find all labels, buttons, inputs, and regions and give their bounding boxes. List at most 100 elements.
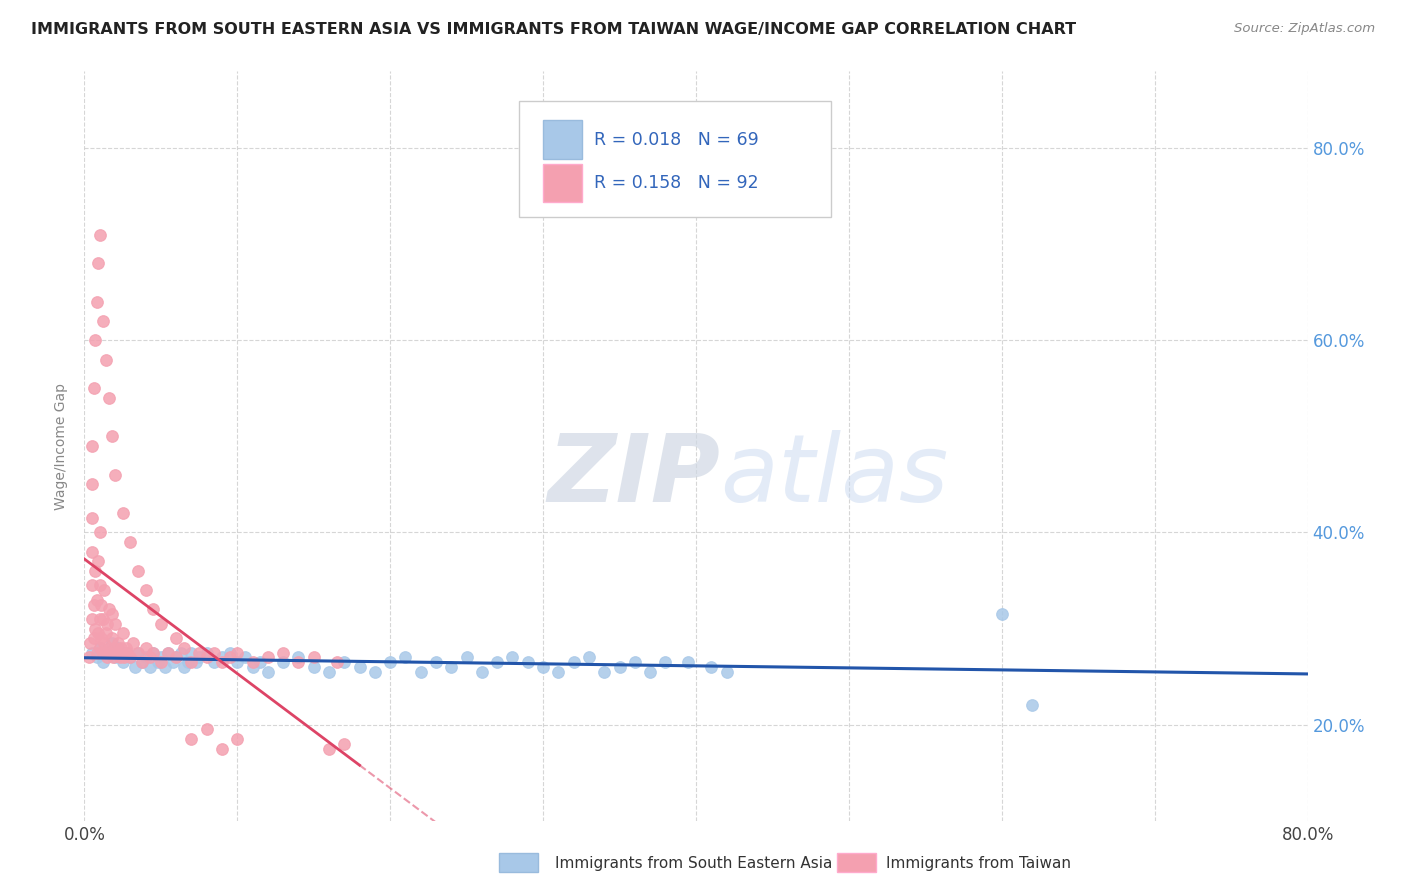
Point [96, 650, 118, 665]
Point [184, 655, 207, 669]
Point [165, 650, 187, 665]
Bar [837, 853, 876, 872]
Point [80, 646, 103, 660]
Point [91, 612, 114, 626]
Point [287, 650, 309, 665]
Text: Immigrants from South Eastern Asia: Immigrants from South Eastern Asia [555, 856, 832, 871]
Text: R = 0.158   N = 92: R = 0.158 N = 92 [595, 174, 759, 192]
Point [271, 655, 294, 669]
Point [302, 650, 325, 665]
Point [104, 616, 127, 631]
Point [89, 640, 111, 655]
Point [86, 592, 108, 607]
Point [90, 598, 112, 612]
FancyBboxPatch shape [543, 163, 582, 202]
Point [162, 655, 184, 669]
Point [456, 650, 478, 665]
Point [333, 737, 356, 751]
Point [110, 640, 132, 655]
Point [211, 650, 233, 665]
Point [654, 655, 676, 669]
Point [149, 650, 172, 665]
Point [202, 655, 225, 669]
Point [318, 741, 340, 756]
Point [120, 650, 142, 665]
Point [716, 665, 738, 679]
Bar [499, 853, 538, 872]
Point [165, 631, 187, 645]
Point [112, 650, 135, 665]
Point [89, 640, 111, 655]
Point [547, 665, 569, 679]
Point [80, 439, 103, 453]
Point [155, 660, 177, 674]
Point [991, 607, 1014, 621]
Point [131, 655, 153, 669]
Point [135, 640, 157, 655]
Point [89, 612, 111, 626]
Point [211, 741, 233, 756]
Point [149, 616, 172, 631]
Point [127, 646, 149, 660]
Point [242, 660, 264, 674]
Point [157, 646, 180, 660]
Point [80, 477, 103, 491]
Point [107, 640, 129, 655]
Point [425, 655, 447, 669]
Point [325, 655, 347, 669]
Text: R = 0.018   N = 69: R = 0.018 N = 69 [595, 130, 759, 149]
Point [135, 650, 157, 665]
Point [226, 731, 249, 746]
Point [89, 578, 111, 592]
Point [80, 578, 103, 592]
Point [89, 227, 111, 242]
Point [107, 636, 129, 650]
Point [257, 650, 280, 665]
Point [115, 646, 138, 660]
FancyBboxPatch shape [543, 120, 582, 159]
Point [249, 655, 271, 669]
Point [349, 660, 371, 674]
Point [111, 655, 134, 669]
Point [271, 646, 294, 660]
Text: atlas: atlas [720, 431, 949, 522]
Point [84, 334, 107, 348]
Point [104, 650, 127, 665]
Text: IMMIGRANTS FROM SOUTH EASTERN ASIA VS IMMIGRANTS FROM TAIWAN WAGE/INCOME GAP COR: IMMIGRANTS FROM SOUTH EASTERN ASIA VS IM… [31, 22, 1076, 37]
Point [624, 655, 647, 669]
Point [593, 665, 616, 679]
Point [638, 665, 661, 679]
Point [127, 564, 149, 578]
Point [101, 631, 124, 645]
Point [120, 650, 142, 665]
Point [105, 646, 128, 660]
Point [103, 650, 125, 665]
Point [233, 650, 256, 665]
Point [531, 660, 554, 674]
Point [364, 665, 387, 679]
Point [86, 650, 108, 665]
Text: Source: ZipAtlas.com: Source: ZipAtlas.com [1234, 22, 1375, 36]
Point [180, 731, 202, 746]
Point [173, 640, 195, 655]
Text: ZIP: ZIP [547, 430, 720, 522]
Point [380, 655, 402, 669]
Point [83, 598, 105, 612]
Point [142, 646, 165, 660]
Point [562, 655, 585, 669]
Point [195, 650, 218, 665]
Text: Immigrants from Taiwan: Immigrants from Taiwan [886, 856, 1071, 871]
Point [87, 554, 110, 568]
Point [318, 665, 340, 679]
Point [101, 607, 124, 621]
Point [97, 391, 120, 405]
Point [96, 646, 118, 660]
Point [97, 602, 120, 616]
Point [157, 646, 180, 660]
Point [502, 650, 524, 665]
Point [188, 650, 211, 665]
Point [700, 660, 723, 674]
Point [80, 612, 103, 626]
Point [80, 544, 103, 558]
Point [149, 655, 172, 669]
